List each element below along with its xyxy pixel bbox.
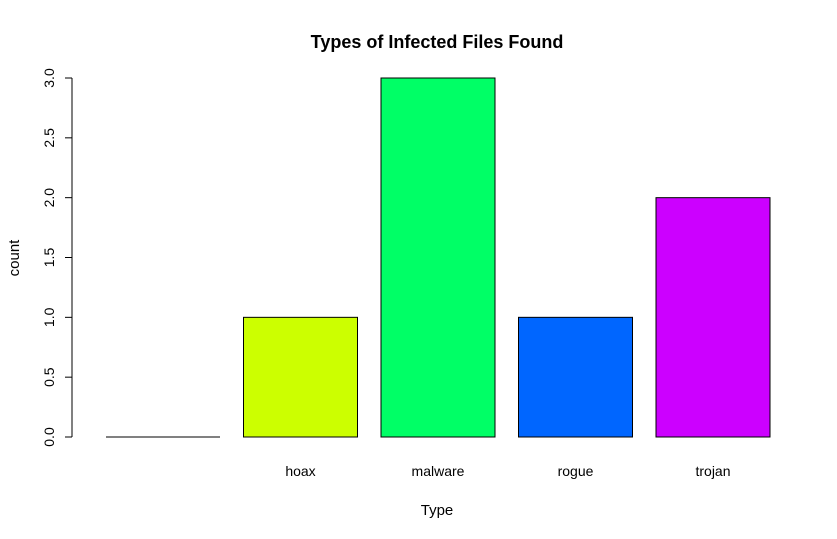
y-tick-label: 1.5 [41,248,57,268]
x-axis-tick-labels: hoax malware rogue trojan [285,463,730,479]
x-tick-label: malware [412,463,465,479]
bar-hoax [243,316,358,438]
bar-rogue [518,316,633,438]
y-tick-label: 3.0 [41,68,57,88]
y-tick-label: 2.0 [41,188,57,208]
y-tick-label: 0.5 [41,367,57,387]
x-tick-label: trojan [695,463,730,479]
y-tick-label: 0.0 [41,427,57,447]
y-axis-ticks: 0.0 0.5 1.0 1.5 2.0 2.5 3.0 [41,68,72,447]
y-tick-label: 1.0 [41,307,57,327]
x-tick-label: rogue [558,463,594,479]
y-axis-label: count [6,239,23,277]
x-axis-label: Type [421,502,454,519]
y-tick-label: 2.5 [41,128,57,148]
x-tick-label: hoax [285,463,315,479]
bars-group [106,77,771,438]
bar-trojan [655,197,771,438]
bar-malware [380,77,496,438]
chart-title: Types of Infected Files Found [311,32,564,52]
